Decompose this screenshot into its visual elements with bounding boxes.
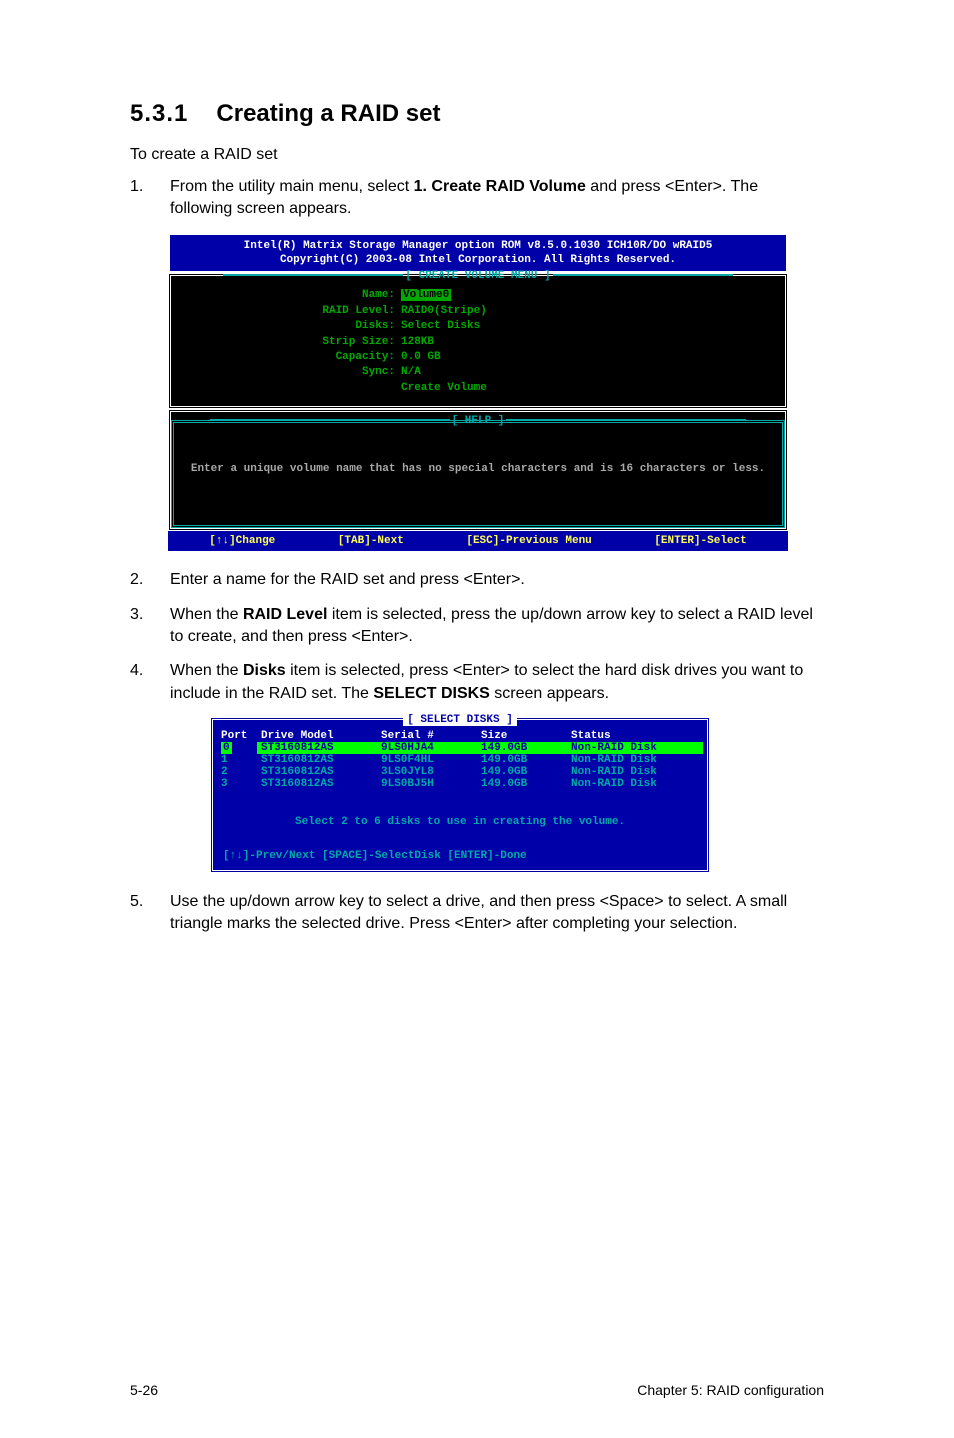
key-enter: [ENTER]-Select [654, 535, 746, 547]
bios-header: Intel(R) Matrix Storage Manager option R… [168, 233, 788, 274]
step-number: 4. [130, 660, 170, 705]
chapter-label: Chapter 5: RAID configuration [637, 1382, 824, 1398]
bios-create-volume-screen: Intel(R) Matrix Storage Manager option R… [168, 233, 788, 551]
page-footer: 5-26 Chapter 5: RAID configuration [130, 1382, 824, 1398]
key-change: [↑↓]Change [209, 535, 275, 547]
create-volume-panel: [ CREATE VOLUME MENU ] Name:Volume0 RAID… [168, 273, 788, 409]
key-tab: [TAB]-Next [338, 535, 404, 547]
step-2: 2. Enter a name for the RAID set and pre… [130, 569, 824, 591]
help-text: Enter a unique volume name that has no s… [184, 463, 772, 475]
select-disks-msg: Select 2 to 6 disks to use in creating t… [217, 816, 703, 828]
select-disks-title: [ SELECT DISKS ] [217, 714, 703, 726]
disks-table: Port Drive Model Serial # Size Status 0 … [217, 730, 703, 790]
help-title: [ HELP ] [174, 415, 782, 427]
volume-fields: Name:Volume0 RAID Level:RAID0(Stripe) Di… [181, 288, 775, 396]
bios-footer-keys: [↑↓]Change [TAB]-Next [ESC]-Previous Men… [168, 531, 788, 551]
step-number: 5. [130, 891, 170, 936]
capacity-field[interactable]: 0.0 GB [401, 350, 775, 365]
key-esc: [ESC]-Previous Menu [466, 535, 591, 547]
step-4: 4. When the Disks item is selected, pres… [130, 660, 824, 705]
bold-text: 1. Create RAID Volume [414, 178, 586, 195]
step-3: 3. When the RAID Level item is selected,… [130, 604, 824, 649]
select-disks-footer: [↑↓]-Prev/Next [SPACE]-SelectDisk [ENTER… [217, 850, 703, 862]
step-5: 5. Use the up/down arrow key to select a… [130, 891, 824, 936]
disk-row[interactable]: 3 ST3160812AS 9LS0BJ5H 149.0GB Non-RAID … [217, 778, 703, 790]
step-body: Enter a name for the RAID set and press … [170, 569, 824, 591]
section-number: 5.3.1 [130, 100, 188, 127]
sync-field: N/A [401, 365, 775, 380]
step-1: 1. From the utility main menu, select 1.… [130, 176, 824, 221]
step-number: 1. [130, 176, 170, 221]
bios-select-disks-screen: [ SELECT DISKS ] Port Drive Model Serial… [210, 717, 710, 873]
panel-title: [ CREATE VOLUME MENU ] [181, 270, 775, 282]
table-header-row: Port Drive Model Serial # Size Status [217, 730, 703, 742]
step-body: When the Disks item is selected, press <… [170, 660, 824, 705]
disk-row[interactable]: 1 ST3160812AS 9LS0F4HL 149.0GB Non-RAID … [217, 754, 703, 766]
disk-row-selected[interactable]: 0 ST3160812AS 9LS0HJA4 149.0GB Non-RAID … [217, 742, 703, 754]
section-title: Creating a RAID set [216, 100, 440, 127]
step-number: 3. [130, 604, 170, 649]
step-body: Use the up/down arrow key to select a dr… [170, 891, 824, 936]
strip-size-field[interactable]: 128KB [401, 335, 775, 350]
disk-row[interactable]: 2 ST3160812AS 3LS0JYL8 149.0GB Non-RAID … [217, 766, 703, 778]
name-field[interactable]: Volume0 [401, 289, 451, 301]
step-number: 2. [130, 569, 170, 591]
disks-field[interactable]: Select Disks [401, 319, 775, 334]
create-volume-action[interactable]: Create Volume [401, 381, 775, 396]
step-body: From the utility main menu, select 1. Cr… [170, 176, 824, 221]
section-heading: 5.3.1 Creating a RAID set [130, 100, 824, 128]
raid-level-field[interactable]: RAID0(Stripe) [401, 304, 775, 319]
help-panel: [ HELP ] Enter a unique volume name that… [171, 420, 785, 528]
step-body: When the RAID Level item is selected, pr… [170, 604, 824, 649]
page-number: 5-26 [130, 1382, 158, 1398]
intro-text: To create a RAID set [130, 146, 824, 164]
